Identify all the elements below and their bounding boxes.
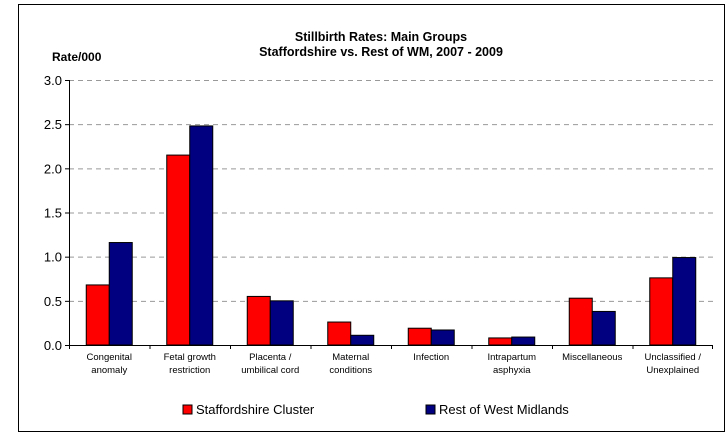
x-category-label: Unexplained: [646, 365, 699, 376]
bar-staffordshire: [166, 154, 191, 346]
bars: [85, 125, 697, 346]
axes: [65, 80, 713, 349]
chart-title: Stillbirth Rates: Main Groups: [295, 30, 467, 44]
y-tick-label: 1.0: [44, 250, 62, 265]
x-category-label: conditions: [329, 365, 372, 376]
x-category-label: anomaly: [91, 365, 127, 376]
legend-swatch: [182, 404, 193, 415]
legend: Staffordshire Cluster Rest of West Midlan…: [182, 402, 569, 417]
legend-label: Staffordshire Cluster: [196, 402, 315, 417]
x-category-label: Infection: [413, 352, 449, 363]
x-category-labels: Congenital anomaly Fetal growth restriction…: [87, 352, 702, 376]
x-category-label: Congenital: [87, 352, 132, 363]
y-tick-label: 0.5: [44, 294, 62, 309]
legend-label: Rest of West Midlands: [439, 402, 569, 417]
x-category-label: Fetal growth: [164, 352, 216, 363]
x-category-label: Intrapartum: [487, 352, 536, 363]
bar-staffordshire: [407, 327, 432, 346]
y-axis-label: Rate/000: [52, 50, 102, 64]
x-category-label: Miscellaneous: [562, 352, 622, 363]
bar-staffordshire: [327, 321, 352, 346]
y-tick-label: 1.5: [44, 206, 62, 221]
bar-staffordshire: [246, 295, 271, 346]
bar-rest-of-wm: [511, 336, 536, 346]
x-category-label: restriction: [169, 365, 210, 376]
bar-rest-of-wm: [189, 125, 214, 346]
y-tick-label: 0.0: [44, 338, 62, 353]
bar-staffordshire: [488, 337, 513, 346]
legend-swatch: [425, 404, 436, 415]
x-category-label: Unclassified /: [645, 352, 702, 363]
bar-staffordshire: [85, 284, 110, 346]
x-category-label: asphyxia: [493, 365, 531, 376]
chart-subtitle: Staffordshire vs. Rest of WM, 2007 - 200…: [259, 45, 503, 59]
x-category-label: umbilical cord: [241, 365, 299, 376]
bar-rest-of-wm: [430, 329, 455, 346]
bar-staffordshire: [568, 297, 593, 346]
x-category-label: Maternal: [332, 352, 369, 363]
bar-rest-of-wm: [350, 334, 375, 346]
y-tick-labels: 0.0 0.5 1.0 1.5 2.0 2.5 3.0: [44, 73, 62, 353]
y-tick-label: 2.0: [44, 161, 62, 176]
chart-border: [18, 4, 725, 432]
y-tick-label: 3.0: [44, 73, 62, 88]
bar-rest-of-wm: [108, 242, 133, 346]
y-tick-label: 2.5: [44, 117, 62, 132]
bar-rest-of-wm: [269, 300, 294, 346]
bar-rest-of-wm: [591, 310, 616, 346]
x-category-label: Placenta /: [249, 352, 292, 363]
bar-staffordshire: [649, 277, 674, 346]
bar-rest-of-wm: [672, 257, 697, 346]
